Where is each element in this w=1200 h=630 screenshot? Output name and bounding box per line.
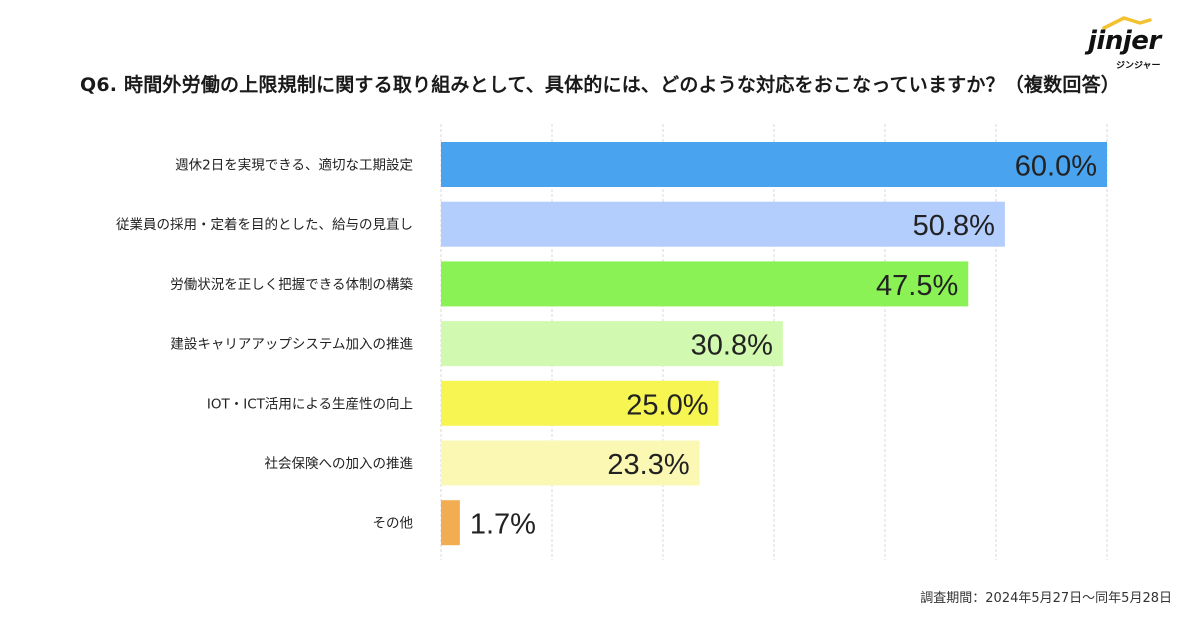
category-label: 社会保険への加入の推進 <box>265 456 414 472</box>
survey-period-note: 調査期間：2024年5月27日〜同年5月28日 <box>920 591 1172 606</box>
category-label: 労働状況を正しく把握できる体制の構築 <box>170 277 413 293</box>
bar <box>441 142 1107 187</box>
category-label: その他 <box>373 516 414 532</box>
category-label: 建設キャリアアップシステム加入の推進 <box>170 337 413 353</box>
category-label: 週休2日を実現できる、適切な工期設定 <box>175 157 413 174</box>
bar <box>441 201 1005 247</box>
bar <box>441 440 700 486</box>
logo-wordmark: jinjer <box>1088 26 1161 56</box>
bar <box>441 321 783 367</box>
data-label: 47.5% <box>876 270 958 302</box>
data-label: 25.0% <box>626 389 708 421</box>
logo-roof-icon <box>1102 16 1152 30</box>
data-label: 30.8% <box>691 330 773 362</box>
chart-title: Q6. 時間外労働の上限規制に関する取り組みとして、具体的には、どのような対応を… <box>80 74 1120 96</box>
data-label: 1.7% <box>470 509 536 541</box>
category-label: IOT・ICT活用による生産性の向上 <box>207 396 413 412</box>
data-label: 23.3% <box>607 449 689 481</box>
jinjer-logo: jinjer ジンジャー <box>1088 16 1178 72</box>
data-label: 60.0% <box>1015 151 1097 183</box>
logo-subtitle: ジンジャー <box>1116 61 1161 71</box>
category-label: 従業員の採用・定着を目的とした、給与の見直し <box>116 216 413 233</box>
data-label: 50.8% <box>913 210 995 242</box>
bar <box>441 500 460 546</box>
bar <box>441 380 719 426</box>
bar <box>441 261 969 307</box>
